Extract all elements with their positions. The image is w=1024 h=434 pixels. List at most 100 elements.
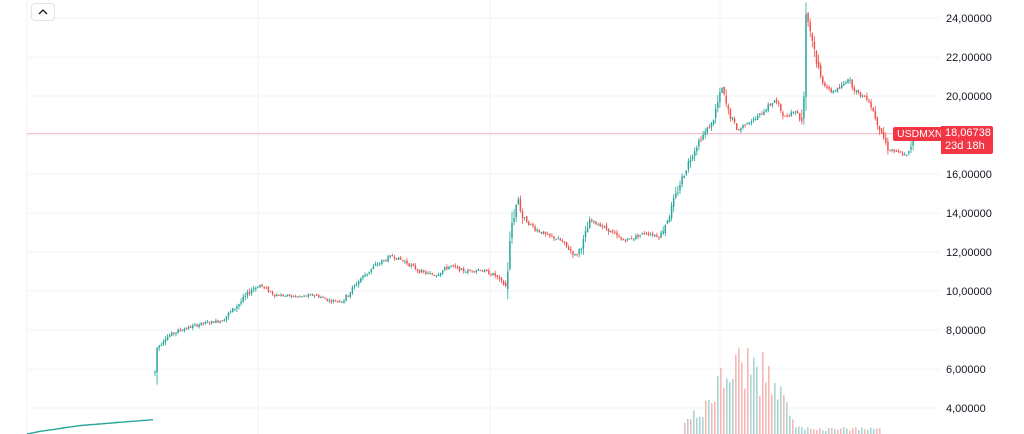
candle-body [801,118,803,122]
candle-body [452,265,454,267]
candle-body [309,294,312,296]
volume-bar [840,428,842,434]
candle-body [540,231,543,234]
candle-body [746,123,748,125]
candle-body [393,256,396,259]
candle-body [360,278,362,283]
candle-body [431,273,433,275]
y-tick-label: 4,00000 [946,403,986,415]
candle-body [362,275,364,278]
candles[interactable] [26,2,914,434]
candle-body [523,217,526,219]
candle-body [227,312,230,317]
candle-body [675,193,677,198]
candle-body [777,102,780,104]
candle-body [719,92,721,103]
candle-body [572,251,574,255]
candle-body [294,296,297,298]
candle-body [563,241,566,243]
candle-body [546,233,549,235]
candle-body [538,230,541,233]
volume-bar [870,427,872,434]
volume-bar [795,427,797,434]
candle-body [561,240,564,242]
candle-body [754,118,757,121]
candle-body [402,260,404,262]
candle-body [240,301,242,304]
candle-body [399,257,402,260]
candle-body [433,275,436,277]
candle-body [895,150,898,152]
candle-body [643,232,646,234]
candle-body [439,273,442,276]
candle-body [381,260,383,264]
candle-body [603,226,606,228]
candle-body [672,198,675,207]
collapse-button[interactable] [31,3,55,21]
volume-bar [825,430,827,434]
bar-countdown: 23d 18h [945,140,985,152]
candle-body [412,263,415,266]
candle-body [775,99,778,102]
candle-body [204,322,207,324]
candle-body [462,268,465,272]
volume-bar [690,419,692,434]
candle-body [198,324,200,327]
candle-body [414,265,417,270]
candle-body [465,272,467,274]
candle-body [427,272,429,274]
volume-bar [696,417,698,434]
candle-body [645,233,648,235]
volume-bar [717,376,719,434]
candle-body [887,141,889,151]
candle-body [376,264,379,266]
candle-body [282,294,284,297]
candle-body [490,274,492,276]
volume-bar [792,419,794,434]
candle-body [330,300,333,303]
candle-body [899,151,902,153]
candle-body [845,82,847,84]
candle-body [332,300,335,302]
volume-bar [831,427,833,434]
candle-body [693,151,696,157]
candle-body [700,139,702,141]
candle-body [756,115,759,120]
candle-body [893,149,895,152]
candle-body [889,150,891,152]
candle-body [299,295,301,297]
candle-body [570,249,572,251]
candle-body [813,41,816,49]
candle-body [742,124,744,129]
candle-body [773,100,776,103]
candle-body [261,284,263,287]
volume-bar [738,348,740,434]
volume-bar [864,429,866,434]
candle-body [872,108,874,112]
candle-body [891,150,893,152]
candle-body [164,339,167,343]
candle-body [194,324,196,326]
candle-body [903,154,906,156]
candle-body [624,240,627,242]
candle-body [731,117,734,120]
candle-body [326,298,328,301]
candle-body [763,111,765,116]
candle-body [248,292,251,294]
candle-body [236,306,238,309]
candle-body [208,322,211,324]
candle-body [882,131,885,138]
candle-body [553,236,555,239]
candle-body [437,274,440,276]
candle-body [817,61,820,68]
candle-body [901,153,904,156]
candle-body [458,266,461,271]
volume-bar [873,429,875,434]
candle-body [654,234,656,236]
candle-body [192,325,194,328]
candle-body [759,113,761,115]
candle-body [475,270,478,273]
price-axis[interactable]: 24,0000022,0000020,0000018,0000016,00000… [946,13,992,415]
candle-body [404,261,406,263]
